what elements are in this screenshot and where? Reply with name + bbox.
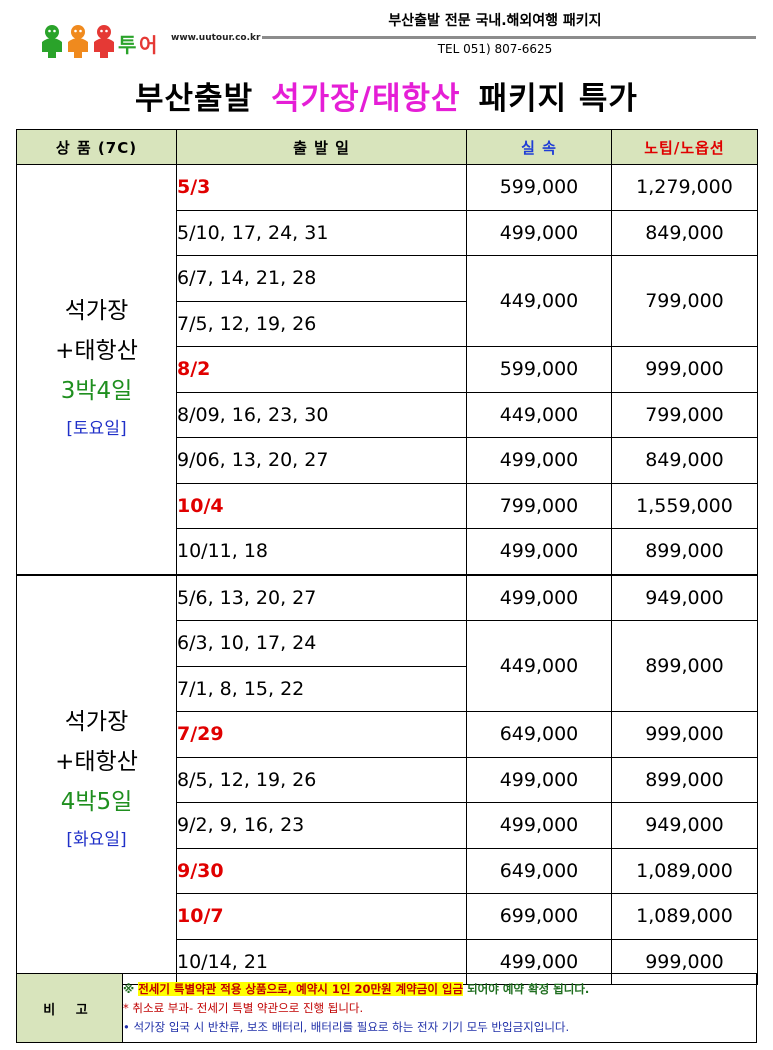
departure-date: 10/11, 18 bbox=[176, 528, 467, 575]
remark-line-2: * 취소료 부과- 전세기 특별 약관으로 진행 됩니다. bbox=[123, 1000, 364, 1015]
departure-date: 8/5, 12, 19, 26 bbox=[176, 756, 467, 803]
remark-line-3: • 석가장 입국 시 반찬류, 보조 배터리, 배터리를 필요로 하는 전자 기… bbox=[123, 1019, 570, 1034]
header-date: 출 발 일 bbox=[176, 129, 467, 165]
price-value: 699,000 bbox=[466, 893, 612, 940]
table-row: 8/09, 16, 23, 30 449,000 799,000 bbox=[17, 391, 758, 438]
product-name-2: +태항산 bbox=[55, 748, 138, 775]
table-row: 8/2 599,000 999,000 bbox=[17, 346, 758, 393]
price-table: 상 품 (7C) 출 발 일 실 속 노팁/노옵션 석가장 +태항산 3박4일 … bbox=[16, 129, 758, 985]
price-no-tip-value: 849,000 bbox=[611, 437, 758, 484]
product-name: 석가장 bbox=[64, 298, 129, 325]
departure-date: 9/2, 9, 16, 23 bbox=[176, 802, 467, 849]
tagline: 부산출발 전문 국내.해외여행 패키지 bbox=[388, 13, 602, 29]
price-value: 799,000 bbox=[466, 482, 612, 529]
departure-date: 7/5, 12, 19, 26 bbox=[176, 300, 467, 347]
price-no-tip-value: 849,000 bbox=[611, 209, 758, 256]
table-row: 9/30 649,000 1,089,000 bbox=[17, 847, 758, 894]
price-value: 599,000 bbox=[466, 164, 612, 211]
table-row: 7/5, 12, 19, 26 bbox=[17, 300, 758, 347]
price-no-tip-value: 799,000 bbox=[611, 391, 758, 438]
departure-date: 6/7, 14, 21, 28 bbox=[176, 255, 467, 302]
table-header-row: 상 품 (7C) 출 발 일 실 속 노팁/노옵션 bbox=[16, 129, 758, 165]
table-row: 10/11, 18 499,000 899,000 bbox=[17, 528, 758, 575]
price-value: 499,000 bbox=[466, 437, 612, 484]
svg-text:어: 어 bbox=[139, 33, 157, 57]
product-weekday: [토요일] bbox=[66, 419, 127, 440]
phone-number: TEL 051) 807-6625 bbox=[437, 42, 553, 56]
table-row: 6/3, 10, 17, 24 449,000 899,000 bbox=[17, 620, 758, 712]
remarks-label: 비 고 bbox=[16, 973, 123, 1043]
departure-date: 10/7 bbox=[176, 893, 467, 940]
header-price-no-tip: 노팁/노옵션 bbox=[611, 129, 758, 165]
website-url[interactable]: www.uutour.co.kr bbox=[171, 33, 261, 43]
remarks-table: 비 고 ※ 전세기 특별약관 적용 상품으로, 예약시 1인 20만원 계약금이… bbox=[16, 973, 757, 1043]
table-row: 6/7, 14, 21, 28 449,000 799,000 bbox=[17, 255, 758, 347]
price-no-tip-value: 899,000 bbox=[611, 620, 758, 712]
table-row: 7/1, 8, 15, 22 bbox=[17, 665, 758, 712]
departure-date: 5/10, 17, 24, 31 bbox=[176, 209, 467, 256]
table-row: 석가장 +태항산 4박5일 [화요일] 5/6, 13, 20, 27 499,… bbox=[16, 573, 758, 985]
remark-mark: ※ bbox=[123, 981, 139, 996]
price-no-tip-value: 1,089,000 bbox=[611, 893, 758, 940]
table-row: 10/7 699,000 1,089,000 bbox=[17, 893, 758, 940]
departure-date: 8/2 bbox=[176, 346, 467, 393]
table-row: 8/5, 12, 19, 26 499,000 899,000 bbox=[17, 756, 758, 803]
title-prefix: 부산출발 bbox=[135, 81, 254, 117]
product-name-2: +태항산 bbox=[55, 338, 138, 365]
price-value: 599,000 bbox=[466, 346, 612, 393]
price-value: 499,000 bbox=[466, 802, 612, 849]
table-row: 7/29 649,000 999,000 bbox=[17, 711, 758, 758]
table-row: 10/4 799,000 1,559,000 bbox=[17, 482, 758, 529]
header-product: 상 품 (7C) bbox=[16, 129, 177, 165]
product-weekday: [화요일] bbox=[66, 829, 127, 850]
title-highlight: 석가장/태항산 bbox=[271, 81, 461, 117]
product-name: 석가장 bbox=[64, 708, 129, 735]
price-no-tip-value: 799,000 bbox=[611, 255, 758, 347]
remark-highlight: 전세기 특별약관 적용 상품으로, 예약시 1인 20만원 계약금이 입금 bbox=[138, 981, 464, 996]
departure-date: 9/06, 13, 20, 27 bbox=[176, 437, 467, 484]
header-price: 실 속 bbox=[466, 129, 612, 165]
price-no-tip-value: 1,559,000 bbox=[611, 482, 758, 529]
price-value: 499,000 bbox=[466, 528, 612, 575]
price-no-tip-value: 949,000 bbox=[611, 573, 758, 621]
price-no-tip-value: 1,089,000 bbox=[611, 847, 758, 894]
departure-date: 5/3 bbox=[176, 164, 467, 211]
product-cell-3n4d: 석가장 +태항산 3박4일 [토요일] bbox=[16, 164, 177, 575]
remarks-body: ※ 전세기 특별약관 적용 상품으로, 예약시 1인 20만원 계약금이 입금 … bbox=[122, 973, 757, 1043]
price-no-tip-value: 1,279,000 bbox=[611, 164, 758, 211]
price-value: 499,000 bbox=[466, 209, 612, 256]
price-value: 649,000 bbox=[466, 711, 612, 758]
departure-date: 7/1, 8, 15, 22 bbox=[176, 665, 467, 712]
product-duration: 4박5일 bbox=[60, 788, 133, 815]
product-cell-4n5d: 석가장 +태항산 4박5일 [화요일] bbox=[16, 573, 177, 985]
remark-line-1-rest: 되어야 예약 확정 됩니다. bbox=[463, 981, 590, 996]
departure-date: 7/29 bbox=[176, 711, 467, 758]
departure-date: 5/6, 13, 20, 27 bbox=[176, 573, 467, 621]
departure-date: 6/3, 10, 17, 24 bbox=[176, 620, 467, 667]
price-no-tip-value: 899,000 bbox=[611, 756, 758, 803]
table-row: 5/10, 17, 24, 31 499,000 849,000 bbox=[17, 209, 758, 256]
price-no-tip-value: 999,000 bbox=[611, 711, 758, 758]
price-value: 499,000 bbox=[466, 756, 612, 803]
table-row: 석가장 +태항산 3박4일 [토요일] 5/3 599,000 1,279,00… bbox=[16, 164, 758, 575]
svg-text:투: 투 bbox=[118, 33, 136, 57]
price-no-tip-value: 899,000 bbox=[611, 528, 758, 575]
departure-date: 9/30 bbox=[176, 847, 467, 894]
remark-line-1: ※ 전세기 특별약관 적용 상품으로, 예약시 1인 20만원 계약금이 입금 … bbox=[123, 980, 756, 999]
price-no-tip-value: 999,000 bbox=[611, 346, 758, 393]
company-logo[interactable]: 투 어 bbox=[38, 22, 163, 60]
price-value: 449,000 bbox=[466, 391, 612, 438]
departure-date: 10/4 bbox=[176, 482, 467, 529]
price-value: 499,000 bbox=[466, 573, 612, 621]
header-divider bbox=[262, 36, 756, 39]
table-row: 9/06, 13, 20, 27 499,000 849,000 bbox=[17, 437, 758, 484]
price-value: 449,000 bbox=[466, 620, 612, 712]
price-no-tip-value: 949,000 bbox=[611, 802, 758, 849]
price-value: 649,000 bbox=[466, 847, 612, 894]
price-value: 449,000 bbox=[466, 255, 612, 347]
departure-date: 8/09, 16, 23, 30 bbox=[176, 391, 467, 438]
product-duration: 3박4일 bbox=[60, 378, 133, 405]
page-title: 부산출발 석가장/태항산 패키지 특가 bbox=[0, 73, 773, 118]
title-suffix: 패키지 특가 bbox=[478, 81, 638, 117]
